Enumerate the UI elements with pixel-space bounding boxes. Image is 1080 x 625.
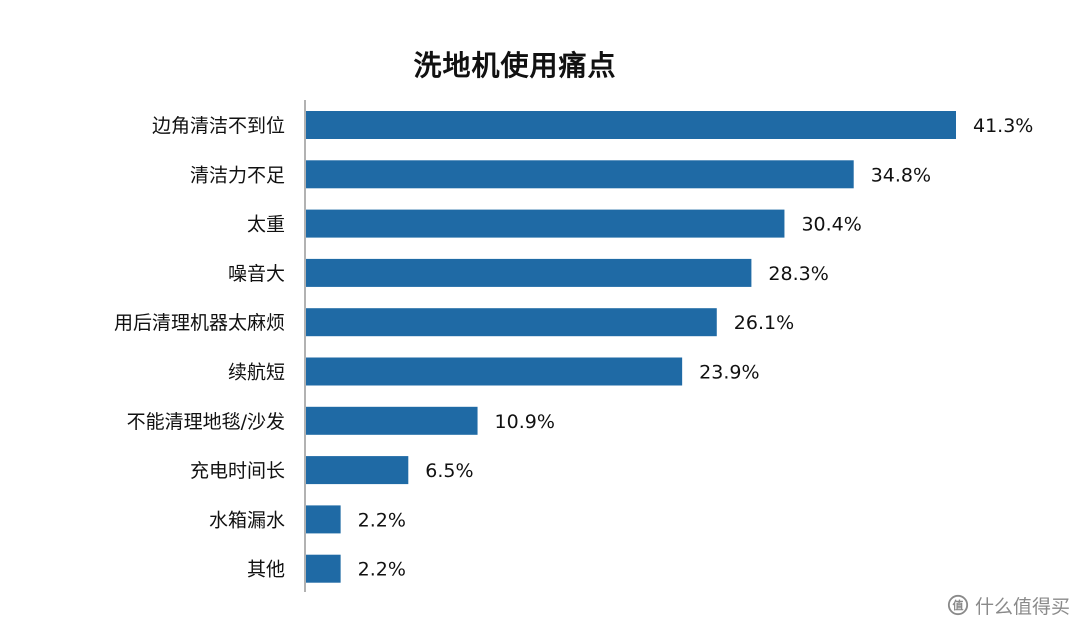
value-label: 28.3% (768, 263, 828, 285)
category-label: 不能清理地毯/沙发 (127, 411, 285, 433)
category-label: 用后清理机器太麻烦 (114, 312, 285, 334)
watermark-text: 什么值得买 (974, 595, 1070, 618)
bar (306, 160, 854, 189)
value-label: 2.2% (358, 509, 406, 531)
value-label: 23.9% (699, 362, 759, 384)
category-label: 噪音大 (228, 263, 285, 285)
bar (306, 111, 956, 139)
watermark: 值 什么值得买 (947, 591, 1070, 619)
category-label: 续航短 (228, 362, 285, 384)
bar (306, 209, 785, 238)
category-label: 充电时间长 (190, 460, 285, 482)
bar (306, 505, 341, 534)
bar (306, 357, 683, 386)
value-label: 30.4% (801, 214, 861, 236)
category-label: 水箱漏水 (209, 509, 285, 531)
value-label: 26.1% (734, 312, 794, 334)
category-label: 边角清洁不到位 (152, 115, 285, 137)
category-label: 其他 (247, 559, 285, 581)
bar (306, 258, 752, 287)
zhi-logo-icon: 值 (947, 594, 969, 616)
value-label: 34.8% (871, 164, 931, 186)
bar (306, 456, 409, 485)
bar (306, 406, 478, 435)
chart-title: 洗地机使用痛点 (413, 49, 617, 82)
value-label: 2.2% (358, 559, 406, 581)
svg-text:值: 值 (952, 598, 963, 612)
bar (306, 554, 341, 583)
category-label: 太重 (247, 214, 285, 236)
value-label: 10.9% (495, 411, 555, 433)
value-label: 41.3% (973, 115, 1033, 137)
bar (306, 308, 717, 337)
value-label: 6.5% (425, 460, 473, 482)
category-label: 清洁力不足 (190, 164, 285, 186)
